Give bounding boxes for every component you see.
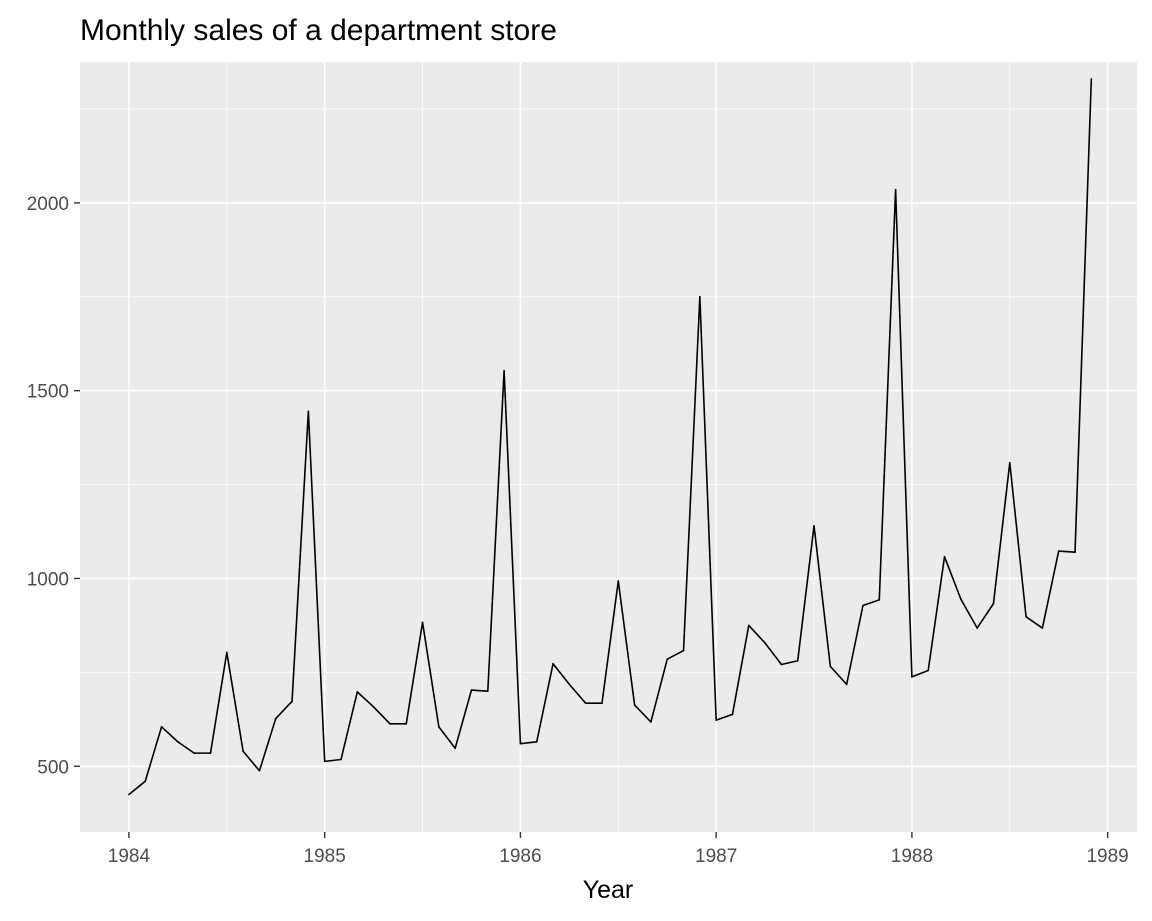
data-point	[813, 525, 815, 527]
data-point	[552, 662, 554, 665]
data-point	[764, 642, 766, 644]
data-point	[894, 188, 897, 191]
y-tick-label: 1500	[27, 382, 69, 403]
x-axis-title: Year	[583, 876, 634, 904]
x-tick-label: 1989	[1086, 846, 1128, 867]
data-point	[1057, 550, 1060, 552]
series-layer	[128, 78, 1093, 796]
data-point	[1090, 78, 1093, 80]
data-point	[1074, 551, 1076, 553]
data-point	[780, 663, 783, 666]
plot-panel	[80, 62, 1137, 832]
x-tick-label: 1986	[499, 846, 541, 867]
data-point	[372, 706, 375, 708]
data-point	[160, 726, 163, 728]
data-point	[911, 676, 913, 678]
data-point	[601, 702, 603, 704]
data-point	[1025, 615, 1027, 618]
data-point	[535, 741, 538, 743]
x-tick-label: 1988	[891, 846, 933, 867]
x-tick-label: 1984	[108, 846, 151, 867]
data-point	[470, 689, 473, 691]
data-point	[682, 649, 685, 652]
minor-gridlines	[80, 62, 1137, 832]
data-point	[976, 627, 978, 629]
data-point	[356, 691, 359, 693]
data-point	[568, 683, 571, 686]
data-point	[633, 704, 636, 706]
data-point	[454, 747, 456, 750]
data-point	[747, 624, 750, 627]
x-tick-label: 1987	[695, 846, 737, 867]
data-point	[405, 723, 408, 725]
x-tick-label: 1985	[304, 846, 346, 867]
data-point	[323, 760, 326, 763]
data-point	[796, 659, 799, 662]
sales-series-line	[128, 78, 1093, 796]
data-point	[1041, 627, 1044, 629]
data-point	[177, 741, 179, 743]
y-tick-label: 2000	[27, 194, 69, 215]
data-point	[307, 410, 310, 413]
data-point	[666, 658, 669, 661]
axes-layer: 1984 1985 1986 1987 1988 1989 500 1000 1500 2000	[27, 194, 1129, 867]
data-point	[291, 700, 293, 703]
data-point	[699, 295, 701, 298]
data-point	[128, 793, 130, 796]
data-point	[519, 742, 522, 745]
y-tick-label: 1000	[27, 569, 69, 590]
data-point	[715, 719, 717, 721]
data-point	[943, 555, 946, 558]
data-point	[829, 665, 832, 668]
data-point	[258, 769, 261, 772]
data-point	[144, 780, 147, 783]
data-point	[927, 669, 930, 672]
data-point	[421, 621, 424, 624]
data-point	[731, 713, 734, 716]
data-point	[193, 752, 195, 754]
data-point	[226, 651, 228, 654]
data-point	[992, 602, 995, 605]
data-point	[274, 717, 277, 720]
data-point	[878, 599, 881, 601]
data-point	[209, 752, 212, 754]
y-tick-label: 500	[37, 757, 69, 778]
data-point	[242, 750, 244, 753]
data-point	[438, 726, 440, 728]
data-point	[862, 604, 864, 607]
data-point	[1008, 461, 1011, 464]
chart-title: Monthly sales of a department store	[80, 14, 557, 47]
data-point	[389, 723, 391, 725]
data-point	[650, 721, 652, 723]
data-point	[845, 683, 848, 686]
data-point	[617, 580, 620, 582]
data-point	[503, 369, 505, 372]
data-point	[486, 690, 489, 692]
data-point	[340, 758, 342, 761]
data-point	[960, 598, 962, 600]
data-point	[584, 702, 587, 704]
